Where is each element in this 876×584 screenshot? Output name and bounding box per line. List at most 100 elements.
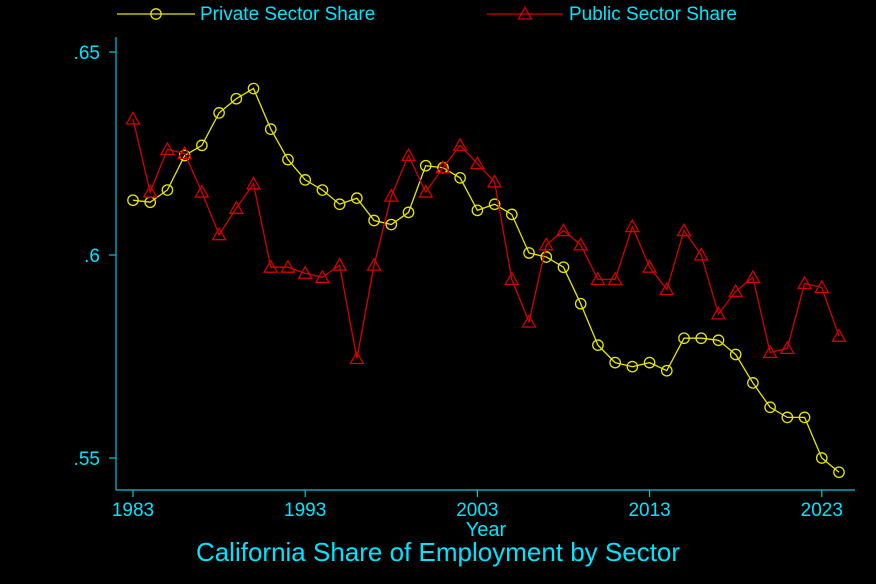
data-point [573, 237, 589, 251]
data-point [676, 222, 692, 237]
data-point [486, 174, 503, 188]
series-public [125, 111, 847, 365]
data-point [228, 200, 244, 214]
legend-item-private: Private Sector Share [117, 4, 375, 25]
x-tick-label: 1983 [112, 500, 154, 521]
data-point [504, 271, 520, 286]
data-point [194, 184, 210, 198]
data-point [333, 198, 346, 211]
data-point [781, 411, 794, 424]
data-point [471, 204, 484, 217]
data-point [815, 452, 828, 464]
data-point [505, 208, 518, 221]
data-point [316, 184, 329, 196]
data-point [332, 257, 348, 271]
series-private [127, 82, 845, 479]
data-point [557, 261, 570, 274]
data-point [538, 237, 554, 251]
data-point [659, 281, 675, 296]
data-point [264, 123, 277, 135]
data-point [728, 283, 744, 298]
data-point [385, 218, 398, 231]
data-point [624, 218, 640, 233]
data-point [693, 247, 709, 261]
data-point [678, 332, 690, 345]
data-point [196, 139, 208, 152]
data-point [247, 82, 260, 95]
data-point [574, 297, 587, 310]
data-point [798, 411, 811, 424]
data-point [366, 257, 382, 271]
data-point [592, 339, 604, 351]
legend: Private Sector Share Public Sector Share [117, 4, 737, 25]
data-point [299, 174, 312, 186]
y-tick-label: .6 [84, 246, 100, 267]
data-point [351, 192, 363, 205]
legend-item-public: Public Sector Share [487, 4, 737, 25]
legend-private-label: Private Sector Share [200, 4, 375, 25]
data-point [211, 226, 227, 241]
data-point [712, 334, 725, 347]
data-point [747, 377, 759, 389]
x-axis-label: Year [466, 519, 507, 541]
legend-public-marker [517, 6, 533, 20]
data-point [213, 107, 225, 119]
data-point [142, 184, 158, 198]
data-point [814, 279, 830, 294]
data-point [540, 251, 553, 263]
data-point [521, 314, 537, 328]
data-point [762, 344, 778, 359]
data-point [523, 247, 535, 259]
data-point [831, 328, 847, 342]
data-point [643, 356, 656, 369]
data-point [796, 275, 813, 290]
data-point [263, 259, 279, 273]
x-tick-label: 2003 [456, 500, 498, 521]
data-point [729, 348, 742, 361]
data-point [833, 466, 845, 479]
series-line [132, 87, 840, 473]
data-point [125, 111, 141, 125]
data-point [368, 214, 380, 227]
data-point [555, 222, 572, 237]
x-tick-label: 1993 [284, 500, 326, 521]
data-point [609, 356, 621, 369]
data-point [419, 159, 432, 172]
x-tick-label: 2023 [801, 500, 843, 521]
series-layer [125, 82, 847, 479]
data-point [400, 147, 417, 162]
data-point [745, 269, 761, 283]
data-point [230, 92, 243, 105]
data-point [469, 155, 486, 170]
data-point [764, 401, 776, 414]
data-point [779, 340, 795, 355]
data-point [127, 194, 139, 207]
data-point [695, 332, 708, 345]
data-point [314, 269, 331, 283]
data-point [161, 184, 174, 196]
chart-title: California Share of Employment by Sector [196, 537, 680, 567]
data-point [349, 350, 365, 365]
data-point [435, 159, 451, 174]
y-ticks: .55 .6 .65 [74, 43, 116, 470]
x-ticks: 1983 1993 2003 2013 2023 [112, 490, 843, 521]
data-point [590, 271, 606, 286]
legend-public-label: Public Sector Share [569, 4, 737, 25]
data-point [660, 364, 673, 377]
data-point [452, 137, 468, 152]
y-tick-label: .55 [74, 449, 100, 470]
y-tick-label: .65 [74, 43, 100, 64]
data-point [177, 145, 193, 160]
data-point [418, 184, 434, 198]
data-point [280, 259, 296, 273]
data-point [488, 198, 501, 211]
data-point [710, 306, 727, 320]
data-point [282, 153, 294, 166]
data-point [383, 188, 399, 202]
series-line [132, 118, 840, 359]
legend-private-marker [150, 8, 162, 20]
data-point [245, 176, 262, 190]
data-point [626, 360, 639, 373]
x-tick-label: 2013 [628, 500, 670, 521]
